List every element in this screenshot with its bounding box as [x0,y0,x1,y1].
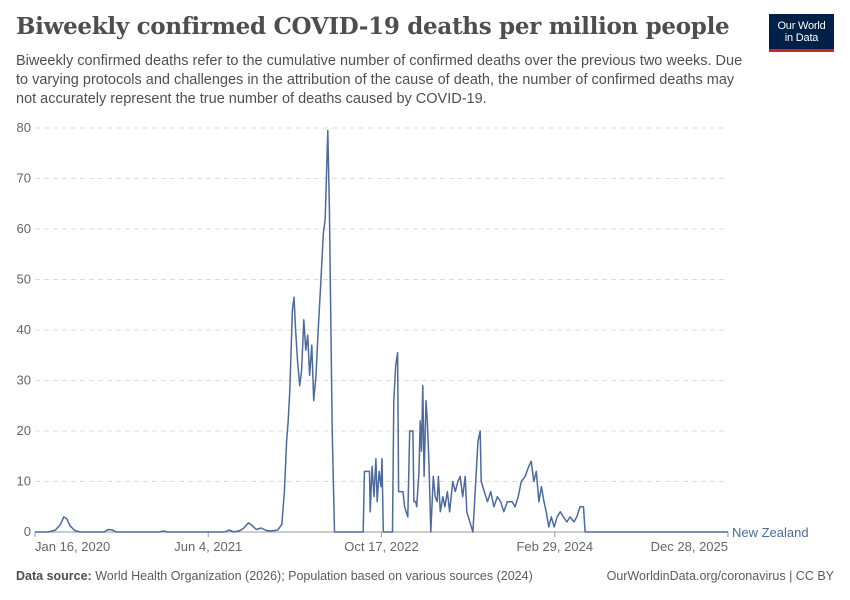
chart-title: Biweekly confirmed COVID-19 deaths per m… [16,13,730,40]
data-source-text: World Health Organization (2026); Popula… [95,569,533,583]
logo-line-2: in Data [784,32,819,44]
gridlines [35,127,728,482]
y-tick-label: 40 [17,322,31,337]
x-tick-label: Feb 29, 2024 [516,539,593,554]
x-tick-label: Jan 16, 2020 [35,539,110,554]
y-tick-label: 80 [17,120,31,135]
series-line-new-zealand [35,129,728,533]
y-tick-label: 20 [17,423,31,438]
x-tick-label: Oct 17, 2022 [344,539,418,554]
data-source-note: Data source: World Health Organization (… [16,569,533,583]
line-chart: 0 10 20 30 40 50 60 70 80 Jan 16, 2020 Jun 4, 202… [17,120,809,554]
series-label-new-zealand: New Zealand [732,525,809,540]
x-tick-label: Jun 4, 2021 [174,539,242,554]
logo-line-1: Our World [777,20,826,32]
y-tick-label: 10 [17,474,31,489]
x-tick-label: Dec 28, 2025 [651,539,728,554]
y-tick-label: 60 [17,221,31,236]
y-tick-label: 30 [17,373,31,388]
data-source-label: Data source: [16,569,92,583]
x-axis: Jan 16, 2020 Jun 4, 2021 Oct 17, 2022 Feb 2… [34,531,729,554]
source-link[interactable]: OurWorldinData.org/coronavirus | CC BY [606,569,834,583]
owid-logo[interactable]: Our World in Data [769,14,834,52]
y-tick-label: 70 [17,171,31,186]
y-tick-label: 50 [17,272,31,287]
series-layer: New Zealand [35,129,809,540]
chart-subtitle: Biweekly confirmed deaths refer to the c… [16,53,743,107]
y-tick-label: 0 [24,524,31,539]
y-axis-ticks: 0 10 20 30 40 50 60 70 80 [17,120,31,539]
